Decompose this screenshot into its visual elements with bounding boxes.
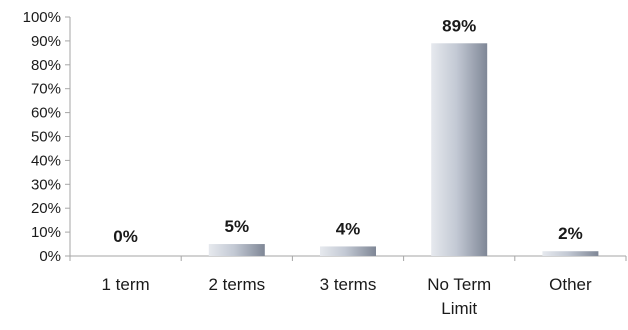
y-tick-label: 80% [31, 57, 61, 74]
data-label: 5% [225, 217, 250, 236]
x-category-label: No Term Limit [427, 275, 491, 318]
data-label: 0% [113, 227, 138, 246]
x-category-label: Other [549, 275, 592, 294]
y-tick-label: 100% [23, 9, 61, 26]
y-tick-label: 30% [31, 176, 61, 193]
bars [208, 43, 599, 256]
y-tick-label: 50% [31, 129, 61, 146]
y-tick-label: 90% [31, 33, 61, 50]
data-label: 2% [558, 224, 583, 243]
data-label: 4% [336, 219, 361, 238]
y-tick-label: 60% [31, 105, 61, 122]
y-tick-label: 70% [31, 81, 61, 98]
y-tick-label: 40% [31, 152, 61, 169]
bar-3-terms [320, 246, 376, 256]
y-tick-label: 0% [39, 248, 61, 265]
bar-no-term-limit [431, 43, 488, 256]
x-category-label: 3 terms [320, 275, 377, 294]
data-label: 89% [442, 16, 476, 35]
x-category-label: 2 terms [208, 275, 265, 294]
bar-2-terms [208, 244, 265, 256]
y-axis: 0% 10% 20% 30% 40% 50% 60% 70% 80% 90% 100% [23, 9, 71, 265]
bar-other [542, 251, 599, 256]
y-tick-label: 10% [31, 224, 61, 241]
y-tick-label: 20% [31, 200, 61, 217]
x-axis: 1 term 2 terms 3 terms No Term Limit Other [69, 255, 627, 318]
x-category-label: 1 term [102, 275, 150, 294]
data-labels: 0% 5% 4% 89% 2% [113, 16, 582, 246]
